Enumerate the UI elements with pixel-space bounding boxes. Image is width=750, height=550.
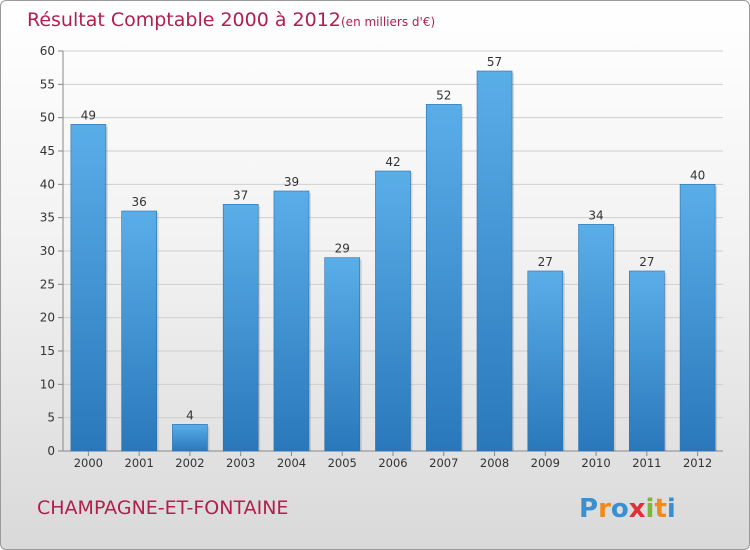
bar-2003 [222, 204, 259, 452]
y-tick-label: 60 [40, 44, 55, 58]
data-label-2008: 57 [487, 55, 502, 69]
x-tick-label: 2001 [125, 456, 154, 470]
y-tick-label: 15 [40, 344, 55, 358]
bar-2012 [679, 184, 716, 452]
chart-title: Résultat Comptable 2000 à 2012 [27, 9, 341, 31]
bar-2004 [273, 190, 310, 452]
bars [70, 70, 718, 452]
x-tick-label: 2005 [328, 456, 357, 470]
x-tick-label: 2009 [531, 456, 560, 470]
x-tick-label: 2011 [632, 456, 661, 470]
x-tick-label: 2000 [74, 456, 103, 470]
proxiti-logo: Proxiti [579, 494, 676, 524]
data-label-2000: 49 [81, 108, 96, 122]
commune-name: CHAMPAGNE-ET-FONTAINE [37, 497, 288, 519]
logo-letter: r [598, 494, 611, 524]
logo-letter: i [667, 494, 676, 524]
bar-2010 [578, 224, 614, 452]
data-label-2010: 34 [588, 208, 603, 222]
y-tick-label: 5 [47, 411, 55, 425]
x-tick-label: 2012 [683, 456, 712, 470]
y-tick-label: 35 [40, 211, 55, 225]
data-label-2006: 42 [385, 155, 400, 169]
data-label-2003: 37 [233, 188, 248, 202]
bar-2011 [629, 270, 665, 452]
y-tick-label: 55 [40, 77, 55, 91]
y-tick-label: 0 [47, 444, 55, 458]
logo-letter: t [654, 494, 666, 524]
y-tick-label: 25 [40, 277, 55, 291]
x-tick-label: 2010 [581, 456, 610, 470]
bar-2008 [476, 70, 513, 452]
y-tick-label: 40 [40, 177, 55, 191]
x-axis-ticks: 2000 2001 2002 2003 2004 2005 2006 2007 2008 2009… [74, 451, 712, 470]
data-label-2012: 40 [690, 168, 705, 182]
bar-2005 [324, 257, 361, 452]
bar-2002 [172, 424, 208, 452]
bar-2000 [70, 124, 107, 452]
y-tick-label: 45 [40, 144, 55, 158]
bar-2009 [527, 270, 564, 452]
bar-2006 [375, 170, 411, 452]
x-tick-label: 2007 [429, 456, 458, 470]
bar-2007 [425, 104, 462, 452]
data-label-2004: 39 [284, 175, 299, 189]
logo-letter: i [646, 494, 655, 524]
logo-letter: o [611, 494, 629, 524]
x-tick-label: 2008 [480, 456, 509, 470]
x-tick-label: 2003 [226, 456, 255, 470]
data-label-2009: 27 [538, 255, 553, 269]
data-labels: 49 36 4 37 39 29 42 52 57 27 34 27 40 [81, 55, 706, 422]
data-label-2002: 4 [186, 408, 194, 422]
y-tick-label: 30 [40, 244, 55, 258]
y-tick-label: 50 [40, 111, 55, 125]
x-tick-label: 2002 [175, 456, 204, 470]
data-label-2011: 27 [639, 255, 654, 269]
logo-letter: P [579, 494, 598, 524]
logo-letter: x [629, 494, 646, 524]
y-tick-label: 20 [40, 311, 55, 325]
data-label-2007: 52 [436, 88, 451, 102]
x-tick-label: 2004 [277, 456, 306, 470]
data-label-2005: 29 [335, 242, 350, 256]
bar-2001 [121, 210, 157, 452]
data-label-2001: 36 [132, 195, 147, 209]
x-tick-label: 2006 [378, 456, 407, 470]
y-tick-label: 10 [40, 377, 55, 391]
chart-unit-note: (en milliers d'€) [341, 15, 435, 29]
